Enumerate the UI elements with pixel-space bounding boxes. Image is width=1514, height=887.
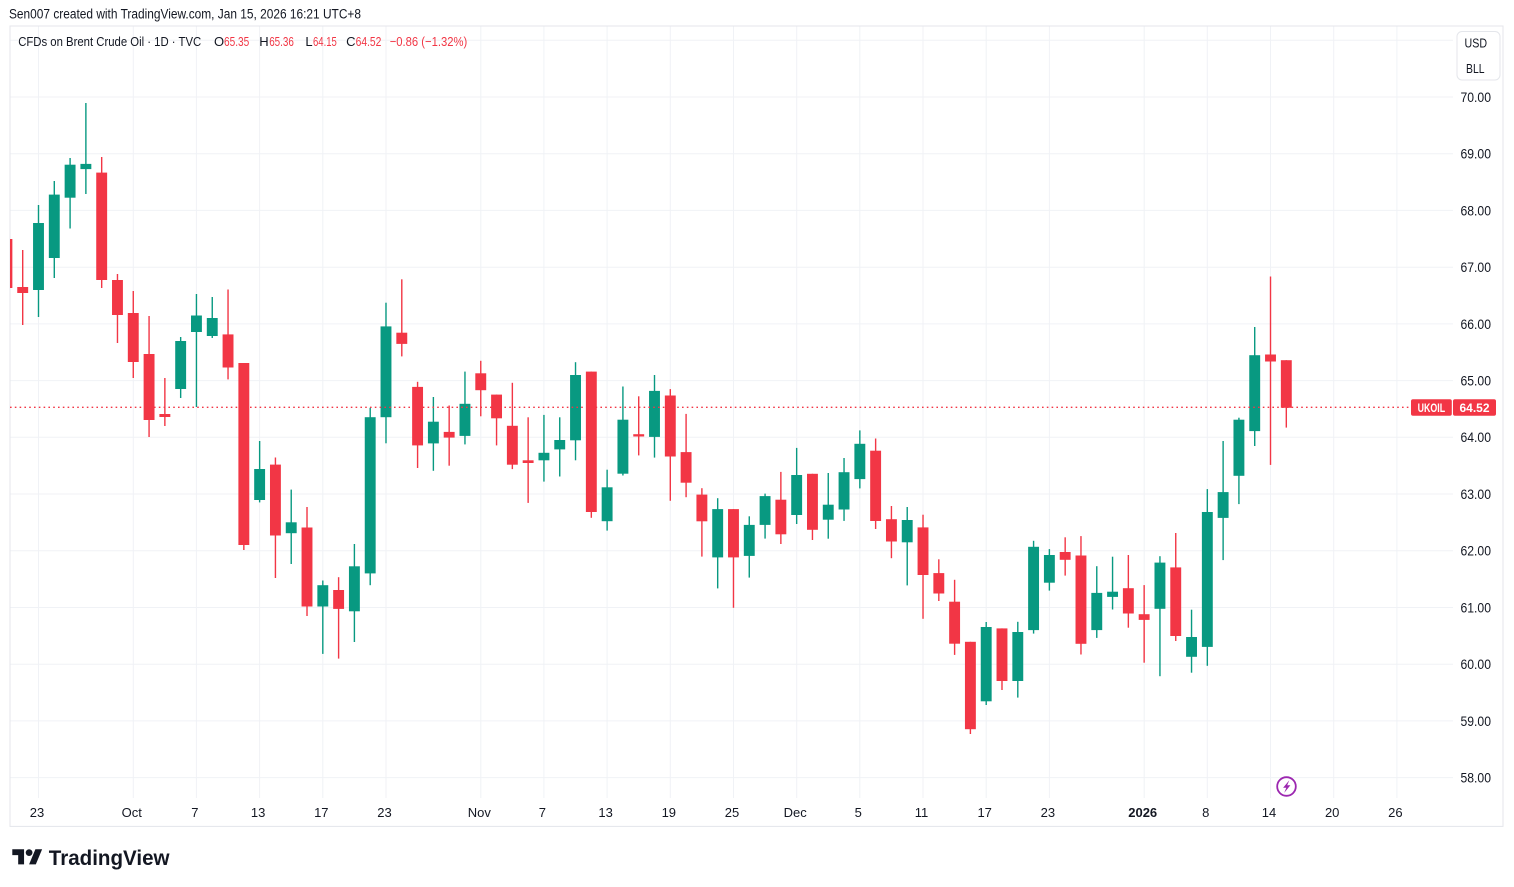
- svg-text:Sen007 created with TradingVie: Sen007 created with TradingView.com, Jan…: [9, 7, 361, 22]
- svg-text:64.52: 64.52: [356, 34, 382, 49]
- svg-text:66.00: 66.00: [1461, 317, 1492, 332]
- svg-text:65.35: 65.35: [224, 34, 249, 49]
- svg-text:65.36: 65.36: [269, 34, 294, 49]
- svg-text:59.00: 59.00: [1461, 714, 1492, 729]
- svg-text:23: 23: [1041, 805, 1055, 820]
- svg-text:25: 25: [725, 805, 739, 820]
- svg-text:TradingView: TradingView: [49, 846, 170, 870]
- svg-text:23: 23: [30, 805, 44, 820]
- svg-text:67.00: 67.00: [1461, 260, 1492, 275]
- svg-text:Nov: Nov: [468, 805, 492, 820]
- svg-text:63.00: 63.00: [1461, 487, 1492, 502]
- svg-text:7: 7: [191, 805, 198, 820]
- svg-text:70.00: 70.00: [1461, 90, 1492, 105]
- svg-text:CFDs on Brent Crude Oil · 1D ·: CFDs on Brent Crude Oil · 1D · TVC: [18, 34, 201, 49]
- svg-text:60.00: 60.00: [1461, 657, 1492, 672]
- svg-text:O: O: [214, 34, 224, 49]
- svg-text:58.00: 58.00: [1461, 771, 1492, 786]
- svg-text:11: 11: [915, 805, 929, 820]
- svg-text:2026: 2026: [1128, 805, 1157, 820]
- svg-text:Dec: Dec: [784, 805, 808, 820]
- svg-text:62.00: 62.00: [1461, 544, 1492, 559]
- svg-text:19: 19: [662, 805, 676, 820]
- svg-text:13: 13: [251, 805, 265, 820]
- svg-text:64.52: 64.52: [1460, 401, 1490, 415]
- svg-text:BLL: BLL: [1466, 62, 1485, 76]
- svg-text:H: H: [259, 34, 268, 49]
- svg-text:14: 14: [1262, 805, 1276, 820]
- svg-text:69.00: 69.00: [1461, 147, 1492, 162]
- svg-text:UKOIL: UKOIL: [1418, 401, 1446, 415]
- svg-text:17: 17: [977, 805, 991, 820]
- svg-text:64.00: 64.00: [1461, 430, 1492, 445]
- svg-text:C: C: [346, 34, 355, 49]
- svg-text:68.00: 68.00: [1461, 203, 1492, 218]
- svg-text:USD: USD: [1465, 36, 1488, 50]
- svg-text:5: 5: [855, 805, 862, 820]
- svg-text:61.00: 61.00: [1461, 600, 1492, 615]
- svg-text:64.15: 64.15: [313, 34, 337, 49]
- svg-text:7: 7: [539, 805, 546, 820]
- svg-text:65.00: 65.00: [1461, 374, 1492, 389]
- svg-text:13: 13: [598, 805, 612, 820]
- svg-text:17: 17: [314, 805, 328, 820]
- svg-text:20: 20: [1325, 805, 1339, 820]
- svg-text:26: 26: [1388, 805, 1402, 820]
- svg-text:Oct: Oct: [122, 805, 143, 820]
- svg-text:L: L: [305, 34, 312, 49]
- svg-text:−0.86 (−1.32%): −0.86 (−1.32%): [390, 34, 468, 49]
- svg-text:23: 23: [377, 805, 391, 820]
- svg-text:8: 8: [1202, 805, 1209, 820]
